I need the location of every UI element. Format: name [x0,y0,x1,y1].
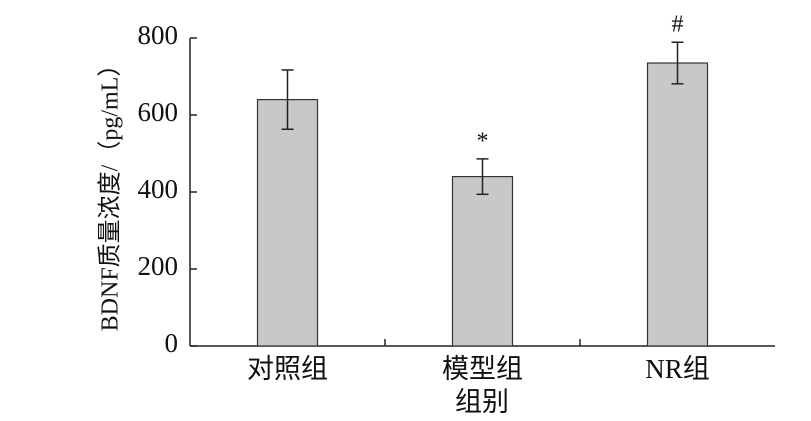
bar [646,62,709,347]
bar [451,176,514,347]
y-tick-label: 400 [138,174,179,204]
y-tick-label: 0 [165,328,179,358]
y-tick-label: 200 [138,251,179,281]
x-tick-label: 模型组 [442,354,523,384]
y-tick-label: 800 [138,20,179,50]
annotation: # [672,12,684,38]
y-tick-label: 600 [138,97,179,127]
bar [256,98,319,347]
x-tick-label: 对照组 [247,354,328,384]
y-axis-label: BDNF质量浓度/（pg/mL） [97,53,124,332]
x-tick-label: NR组 [645,354,710,384]
annotation: * [477,128,489,154]
x-axis-label: 组别 [455,387,509,417]
